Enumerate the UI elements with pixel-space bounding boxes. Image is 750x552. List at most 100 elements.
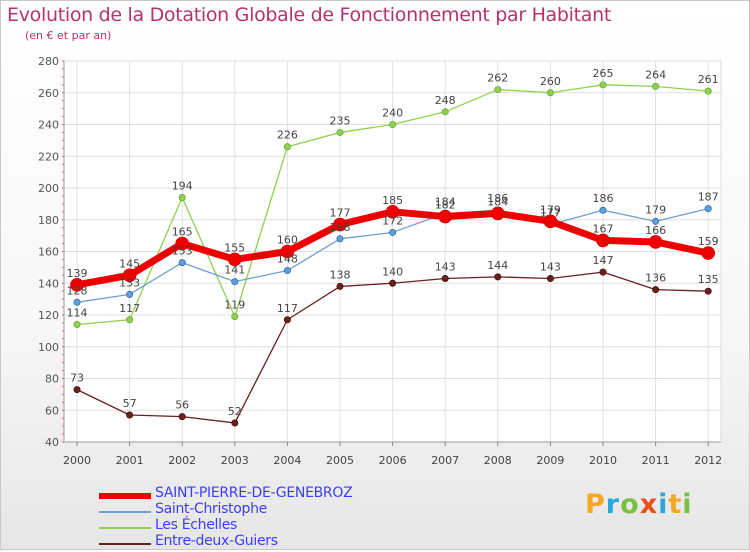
data-label: 135 [698, 273, 719, 286]
data-point [178, 259, 186, 267]
data-label: 235 [330, 114, 351, 127]
data-label: 182 [435, 199, 456, 212]
data-label: 155 [224, 241, 245, 254]
data-point [231, 278, 239, 286]
data-label: 265 [593, 67, 614, 80]
legend-swatch-les-echelles [99, 527, 151, 529]
x-tick-label: 2003 [221, 454, 249, 467]
data-point [336, 235, 344, 243]
data-point [175, 236, 189, 251]
data-label: 184 [435, 195, 456, 208]
data-label: 159 [698, 235, 719, 248]
y-tick-label: 60 [45, 404, 59, 417]
y-tick-label: 200 [38, 182, 59, 195]
data-label: 186 [593, 192, 614, 205]
data-label: 166 [645, 224, 666, 237]
y-tick-label: 180 [38, 214, 59, 227]
data-point [231, 419, 239, 427]
data-point [126, 290, 134, 298]
data-label: 136 [645, 272, 666, 285]
data-label: 117 [119, 302, 140, 315]
proxiti-logo: Proxiti [585, 489, 693, 520]
x-tick-label: 2012 [694, 454, 722, 467]
x-tick-label: 2002 [168, 454, 196, 467]
data-point [441, 108, 449, 116]
data-point [546, 89, 554, 97]
data-label: 248 [435, 94, 456, 107]
y-tick-label: 100 [38, 341, 59, 354]
x-tick-label: 2005 [326, 454, 354, 467]
x-tick-label: 2006 [379, 454, 407, 467]
data-label: 56 [175, 399, 189, 412]
data-point [599, 206, 607, 214]
data-point [389, 228, 397, 236]
data-label: 187 [698, 191, 719, 204]
data-label: 177 [540, 207, 561, 220]
logo-letter: i [682, 489, 693, 520]
data-point [704, 205, 712, 213]
data-label: 144 [487, 259, 508, 272]
legend-label-entre-deux-guiers: Entre-deux-Guiers [155, 533, 278, 549]
data-label: 240 [382, 107, 403, 120]
data-label: 184 [487, 195, 508, 208]
data-label: 261 [698, 73, 719, 86]
data-label: 186 [487, 192, 508, 205]
y-tick-label: 140 [38, 277, 59, 290]
chart-subtitle: (en € et par an) [25, 29, 112, 42]
y-tick-label: 160 [38, 246, 59, 259]
x-tick-label: 2011 [642, 454, 670, 467]
data-point [231, 313, 239, 321]
legend-label-saint-pierre: SAINT-PIERRE-DE-GENEBROZ [155, 485, 353, 501]
data-point [543, 214, 558, 229]
data-point [704, 87, 712, 95]
data-label: 57 [123, 397, 137, 410]
data-label: 194 [172, 180, 193, 193]
data-point [333, 217, 347, 232]
data-label: 133 [119, 276, 140, 289]
legend-swatch-entre-deux-guiers [99, 543, 151, 545]
data-point [704, 287, 712, 295]
data-point [599, 81, 607, 89]
data-point [283, 316, 291, 324]
data-point [441, 274, 449, 282]
y-tick-label: 40 [45, 436, 59, 449]
x-tick-label: 2000 [63, 454, 91, 467]
data-point [652, 217, 660, 225]
data-label: 128 [67, 284, 88, 297]
data-point [490, 206, 505, 221]
legend-swatch-saint-christophe [99, 511, 151, 513]
x-tick-label: 2010 [589, 454, 617, 467]
data-label: 167 [593, 222, 614, 235]
data-point [438, 209, 453, 224]
data-label: 139 [67, 267, 88, 280]
data-label: 148 [277, 253, 298, 266]
data-point [228, 252, 242, 267]
data-point [336, 282, 344, 290]
y-tick-label: 240 [38, 119, 59, 132]
y-tick-label: 280 [38, 55, 59, 68]
data-label: 153 [172, 245, 193, 258]
data-label: 138 [330, 268, 351, 281]
data-point [178, 194, 186, 202]
y-tick-label: 260 [38, 87, 59, 100]
y-tick-label: 220 [38, 150, 59, 163]
data-label: 165 [172, 226, 193, 239]
data-label: 147 [593, 254, 614, 267]
data-point [494, 86, 502, 94]
x-tick-label: 2001 [116, 454, 144, 467]
data-point [70, 278, 84, 292]
x-tick-label: 2008 [484, 454, 512, 467]
data-point [73, 386, 81, 394]
data-point [648, 235, 663, 249]
logo-letter: t [668, 489, 683, 520]
logo-letter: o [620, 489, 640, 520]
data-point [178, 413, 186, 421]
data-label: 179 [645, 203, 666, 216]
data-label: 145 [119, 257, 140, 270]
data-point [283, 267, 291, 275]
data-point [652, 286, 660, 294]
data-point [652, 82, 660, 90]
data-label: 114 [67, 307, 88, 320]
